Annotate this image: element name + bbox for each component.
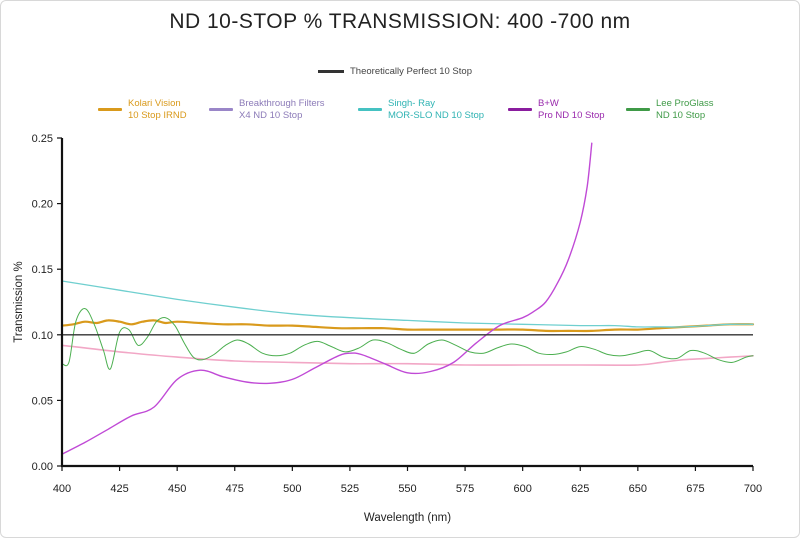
legend-singhray-swatch [358, 108, 382, 111]
legend-kolari-swatch [98, 108, 122, 111]
legend-singhray-name2: MOR-SLO ND 10 Stop [388, 110, 485, 121]
legend-perfect-swatch [318, 70, 344, 73]
y-tick-label: 0.15 [32, 264, 53, 276]
series-line-singh-ray [61, 280, 754, 328]
y-tick-label: 0.10 [32, 330, 53, 342]
legend-singhray-name: Singh- Ray [388, 98, 435, 109]
legend-perfect-label: Theoretically Perfect 10 Stop [350, 66, 472, 77]
y-axis-title: Transmission % [13, 261, 25, 342]
x-tick-label: 425 [110, 483, 128, 495]
legend-lee-swatch [626, 108, 650, 111]
series-line-breakthrough-filters [61, 344, 754, 366]
y-tick-label: 0.05 [32, 395, 53, 407]
x-tick-label: 450 [168, 483, 186, 495]
x-tick-label: 550 [398, 483, 416, 495]
axis-layer: 400 425 450 475 500 525 550 575 600 625 650 675 700 0… [13, 133, 762, 524]
x-tick-label: 650 [629, 483, 647, 495]
legend-breakthrough-name: Breakthrough Filters [239, 98, 325, 109]
series-line-lee-proglass [61, 308, 754, 370]
x-tick-label: 600 [513, 483, 531, 495]
x-tick-label: 500 [283, 483, 301, 495]
legend-lee: Lee ProGlass ND 10 Stop [626, 98, 714, 122]
y-tick-label: 0.20 [32, 199, 53, 211]
x-tick-label: 575 [456, 483, 474, 495]
legend-perfect: Theoretically Perfect 10 Stop [318, 66, 472, 77]
x-tick-label: 475 [226, 483, 244, 495]
legend-bw-swatch [508, 108, 532, 111]
x-axis-title: Wavelength (nm) [364, 512, 451, 524]
legend-singhray: Singh- Ray MOR-SLO ND 10 Stop [358, 98, 484, 122]
legend-bw: B+W Pro ND 10 Stop [508, 98, 605, 122]
x-tick-label: 400 [53, 483, 71, 495]
legend-bw-name2: Pro ND 10 Stop [538, 110, 605, 121]
x-tick-label: 525 [341, 483, 359, 495]
legend-lee-name2: ND 10 Stop [656, 110, 706, 121]
legend-breakthrough-swatch [209, 108, 233, 111]
legend-bw-name: B+W [538, 98, 559, 109]
legend-breakthrough: Breakthrough Filters X4 ND 10 Stop [209, 98, 325, 122]
series-layer [60, 142, 755, 455]
legend-kolari-name2: 10 Stop IRND [128, 110, 187, 121]
legend-lee-name: Lee ProGlass [656, 98, 714, 109]
legend-kolari-name: Kolari Vision [128, 98, 181, 109]
y-tick-label: 0.00 [32, 461, 53, 473]
series-line-kolari-vision [60, 319, 755, 333]
chart-title: ND 10-STOP % TRANSMISSION: 400 -700 nm [169, 10, 631, 33]
x-tick-label: 700 [744, 483, 762, 495]
x-tick-label: 675 [686, 483, 704, 495]
y-tick-label: 0.25 [32, 133, 53, 145]
x-tick-label: 625 [571, 483, 589, 495]
legend-breakthrough-name2: X4 ND 10 Stop [239, 110, 303, 121]
series-line-b-w [61, 142, 593, 455]
legend-kolari: Kolari Vision 10 Stop IRND [98, 98, 187, 122]
